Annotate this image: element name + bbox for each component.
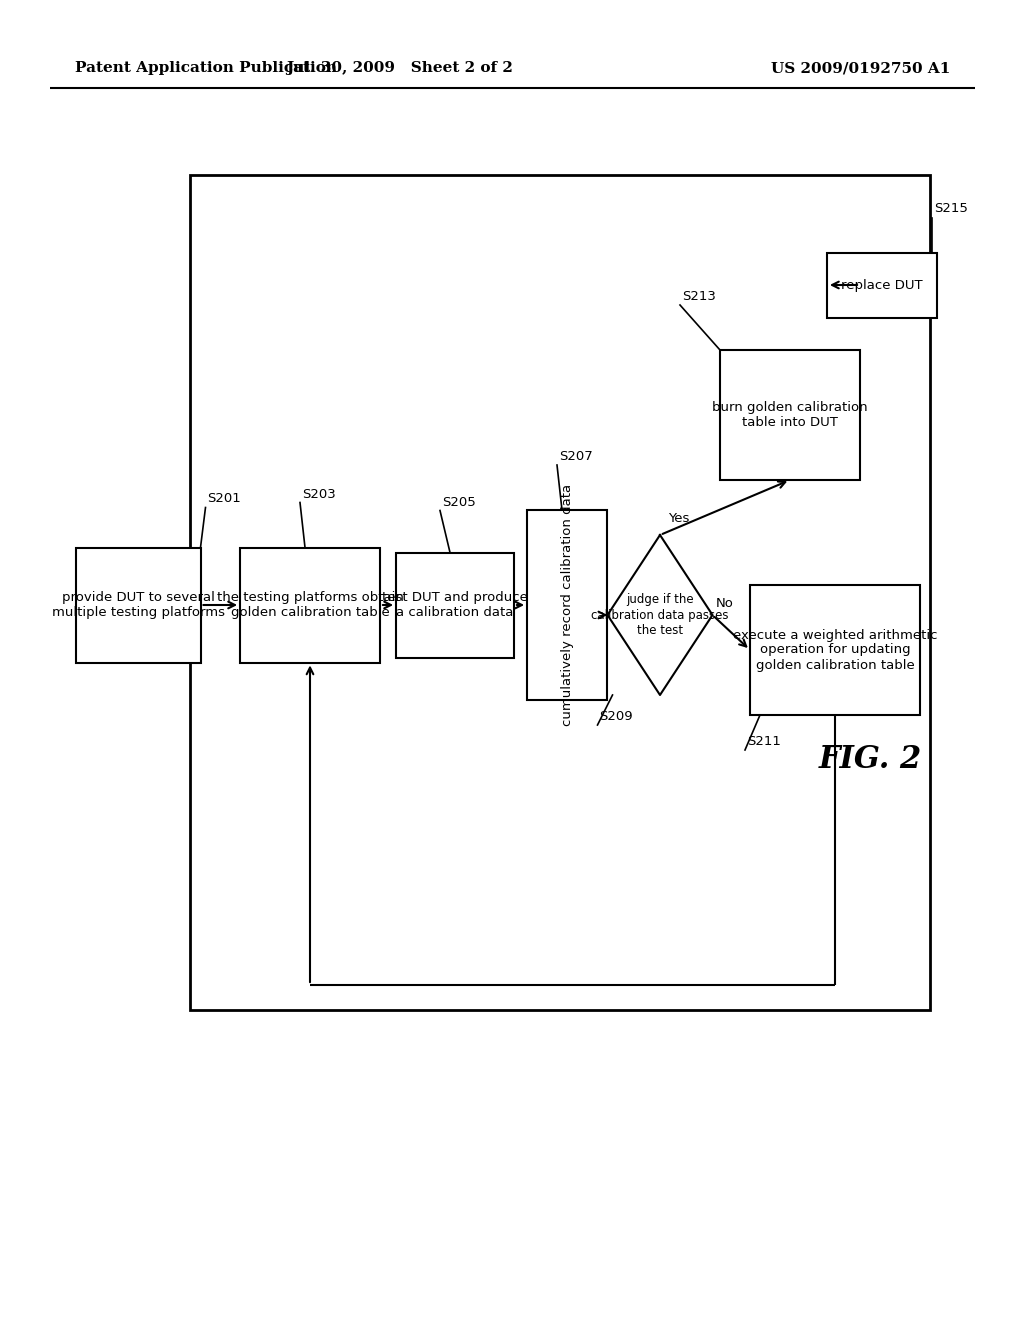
Text: US 2009/0192750 A1: US 2009/0192750 A1 <box>771 61 950 75</box>
Bar <box>527 510 607 700</box>
Text: test DUT and produce
a calibration data: test DUT and produce a calibration data <box>382 591 528 619</box>
Text: S213: S213 <box>682 290 716 304</box>
Text: the testing platforms obtain
golden calibration table: the testing platforms obtain golden cali… <box>216 591 403 619</box>
Text: Jul. 30, 2009   Sheet 2 of 2: Jul. 30, 2009 Sheet 2 of 2 <box>287 61 513 75</box>
Text: Patent Application Publication: Patent Application Publication <box>75 61 337 75</box>
Bar <box>720 350 860 480</box>
Bar <box>827 252 937 318</box>
Bar <box>240 548 380 663</box>
Text: execute a weighted arithmetic
operation for updating
golden calibration table: execute a weighted arithmetic operation … <box>733 628 937 672</box>
Text: FIG. 2: FIG. 2 <box>818 744 922 776</box>
Bar <box>190 176 930 1010</box>
Text: No: No <box>716 597 733 610</box>
Text: S211: S211 <box>746 735 781 748</box>
Text: S201: S201 <box>208 492 242 506</box>
Text: S207: S207 <box>559 450 593 463</box>
Text: S209: S209 <box>599 710 633 723</box>
Text: cumulatively record calibration data: cumulatively record calibration data <box>560 484 573 726</box>
Text: judge if the
calibration data passes
the test: judge if the calibration data passes the… <box>591 594 729 636</box>
Text: burn golden calibration
table into DUT: burn golden calibration table into DUT <box>712 401 867 429</box>
Text: Yes: Yes <box>668 512 689 525</box>
Text: S215: S215 <box>934 202 968 215</box>
Bar <box>396 553 514 657</box>
Bar <box>76 548 201 663</box>
Text: S205: S205 <box>442 495 476 508</box>
Text: S203: S203 <box>302 487 336 500</box>
Text: replace DUT: replace DUT <box>841 279 923 292</box>
Polygon shape <box>607 535 713 696</box>
Bar <box>750 585 920 715</box>
Text: provide DUT to several
multiple testing platforms: provide DUT to several multiple testing … <box>51 591 224 619</box>
